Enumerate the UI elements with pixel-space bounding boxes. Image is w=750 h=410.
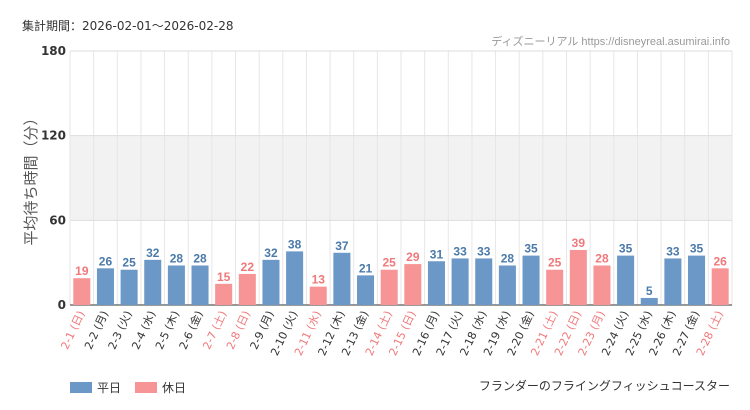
bar	[475, 258, 493, 305]
y-tick-label: 180	[41, 44, 66, 58]
legend-weekday-swatch	[70, 382, 92, 393]
bar	[546, 269, 564, 305]
y-axis-label: 平均待ち時間（分）	[22, 110, 40, 245]
bar	[286, 251, 304, 305]
bar	[427, 261, 445, 305]
bar-value-label: 35	[619, 242, 633, 256]
bar-value-label: 21	[359, 261, 373, 275]
bar-value-label: 28	[193, 251, 207, 265]
bar-value-label: 37	[335, 239, 349, 253]
bar-value-label: 26	[713, 254, 727, 268]
bar-value-label: 28	[595, 251, 609, 265]
bar	[238, 273, 256, 305]
bar-value-label: 33	[453, 244, 467, 258]
bar	[404, 264, 422, 305]
bar-value-label: 19	[75, 264, 89, 278]
bar	[593, 265, 611, 305]
bar-value-label: 33	[477, 244, 491, 258]
bar-value-label: 32	[146, 246, 160, 260]
y-tick-label: 60	[49, 213, 66, 227]
bar-value-label: 22	[241, 260, 255, 274]
bar	[96, 268, 114, 305]
bar	[215, 283, 233, 305]
bar	[498, 265, 516, 305]
bar-value-label: 26	[99, 254, 113, 268]
source-label: ディズニーリアル https://disneyreal.asumirai.inf…	[491, 36, 730, 48]
bar-value-label: 39	[572, 236, 586, 250]
bar-value-label: 25	[548, 256, 562, 270]
bar-value-label: 28	[170, 251, 184, 265]
bar-value-label: 25	[382, 256, 396, 270]
bar-value-label: 33	[666, 244, 680, 258]
bar	[640, 297, 658, 305]
bar	[167, 265, 185, 305]
period-label: 集計期間：2026-02-01～2026-02-28	[22, 19, 234, 33]
legend-holiday: 休日	[135, 379, 186, 396]
legend-weekday: 平日	[70, 379, 121, 396]
bar-value-label: 15	[217, 270, 231, 284]
legend: 平日 休日	[70, 379, 186, 396]
bar	[73, 278, 91, 305]
bar	[617, 255, 635, 305]
bar-value-label: 38	[288, 237, 302, 251]
bar	[711, 268, 729, 305]
bar-value-label: 5	[646, 284, 653, 298]
bar	[357, 275, 375, 305]
bar	[144, 259, 162, 305]
legend-holiday-label: 休日	[162, 381, 187, 395]
bar	[688, 255, 706, 305]
bar	[380, 269, 398, 305]
bar-value-label: 25	[122, 256, 136, 270]
bar	[191, 265, 209, 305]
bar-value-label: 35	[524, 242, 538, 256]
bar	[333, 252, 351, 305]
attraction-name: フランダーのフライングフィッシュコースター	[478, 379, 730, 393]
bar	[522, 255, 540, 305]
bar	[664, 258, 682, 305]
bar-value-label: 31	[430, 247, 444, 261]
bar	[120, 269, 138, 305]
legend-holiday-swatch	[135, 382, 158, 393]
bar	[309, 286, 327, 305]
bar	[262, 259, 280, 305]
bar-value-label: 13	[312, 273, 326, 287]
bar-value-label: 29	[406, 250, 420, 264]
bar-value-label: 35	[690, 242, 704, 256]
bar-value-label: 32	[264, 246, 278, 260]
bar	[451, 258, 469, 305]
bar-value-label: 28	[501, 251, 515, 265]
bar	[569, 249, 587, 305]
y-tick-label: 0	[58, 298, 66, 312]
legend-weekday-label: 平日	[97, 381, 122, 395]
y-tick-label: 120	[41, 129, 66, 143]
